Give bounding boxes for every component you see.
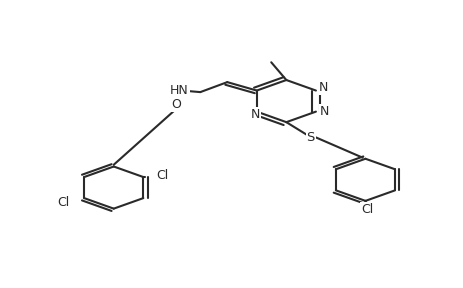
Text: Cl: Cl bbox=[57, 196, 69, 209]
Text: HN: HN bbox=[170, 84, 188, 98]
Text: S: S bbox=[306, 131, 314, 144]
Text: N: N bbox=[319, 105, 329, 118]
Text: N: N bbox=[318, 82, 327, 94]
Text: Cl: Cl bbox=[156, 169, 169, 182]
Text: O: O bbox=[170, 98, 181, 111]
Text: Cl: Cl bbox=[360, 203, 373, 216]
Text: N: N bbox=[250, 109, 259, 122]
